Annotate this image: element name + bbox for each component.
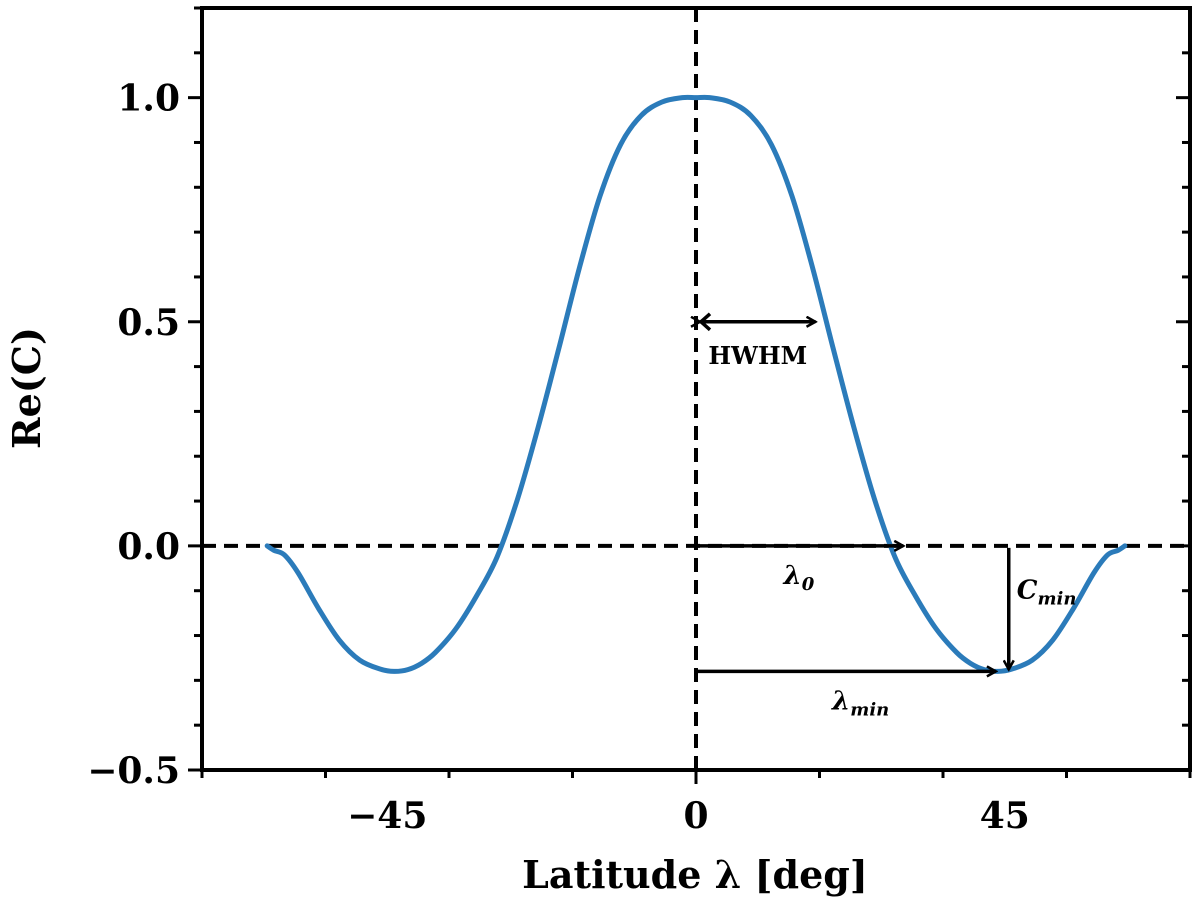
y-axis-title: Re(C) (4, 327, 49, 449)
cmin-label-sub: min (1037, 589, 1076, 610)
lambdamin-label: λmin (831, 686, 889, 720)
cmin-label: Cmin (1017, 576, 1077, 610)
x-axis-title: Latitude λ [deg] (522, 852, 868, 897)
hwhm-label: HWHM (708, 341, 807, 370)
y-tick-label: 1.0 (117, 78, 180, 120)
lambdamin-label-sub: min (850, 699, 889, 720)
x-tick-label: −45 (347, 795, 427, 837)
y-tick-label: 0.0 (117, 526, 180, 568)
hwhm-arrowhead-left (698, 312, 712, 332)
reference-lines (202, 8, 1190, 770)
y-tick-label: 0.5 (117, 302, 180, 344)
annotations-layer: HWHM λ0 Cmin λmin (698, 312, 1077, 720)
x-tick-label: 45 (980, 795, 1030, 837)
axes-layer: −45 0 45 −0.5 0.0 0.5 1.0 (87, 6, 1192, 837)
lambda0-label-sub: 0 (802, 574, 815, 595)
lambda0-label: λ0 (783, 561, 815, 595)
x-tick-label: 0 (683, 795, 708, 837)
y-tick-label: −0.5 (87, 750, 180, 792)
